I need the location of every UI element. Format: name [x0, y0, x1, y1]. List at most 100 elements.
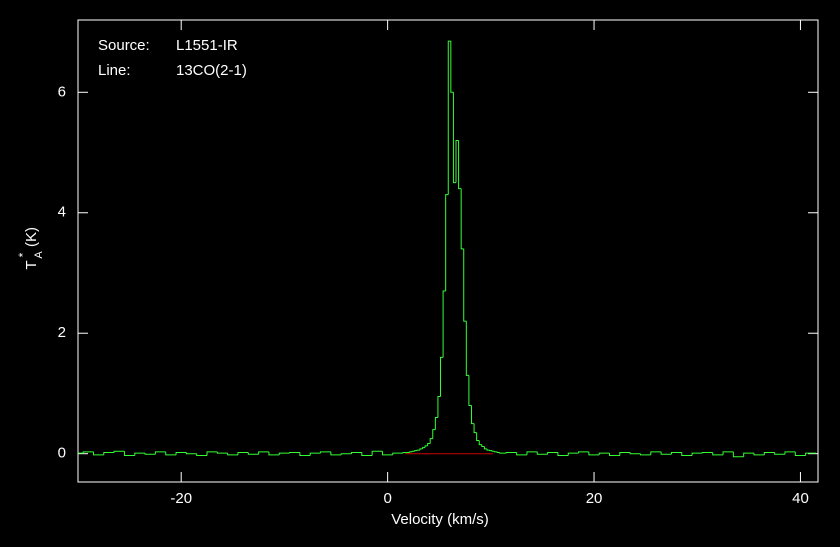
spectrum-channel	[476, 432, 480, 441]
spectrum-channel	[409, 451, 413, 453]
spectrum-channel	[447, 40, 451, 195]
annotation-value: L1551-IR	[176, 37, 238, 54]
spectrum-channel	[712, 452, 724, 456]
spectrum-channel	[442, 290, 446, 358]
spectrum-channel	[392, 452, 404, 455]
y-label-sub: A	[33, 251, 45, 259]
spectrum-channel	[440, 356, 444, 397]
spectrum-channel	[445, 194, 449, 292]
spectrum-channel	[483, 446, 487, 450]
plot-frame	[77, 19, 819, 483]
spectrum-channel	[516, 452, 527, 456]
spectrum-channel	[227, 453, 238, 456]
spectrum-channel	[361, 452, 373, 456]
spectrum-channel	[237, 451, 249, 455]
spectrum-channel	[216, 451, 228, 454]
spectrum-channel	[639, 453, 651, 456]
spectrum-channel	[489, 450, 493, 452]
x-tick-label: -20	[170, 490, 192, 507]
x-axis-label: Velocity (km/s)	[391, 511, 489, 528]
spectrum-channel	[481, 444, 485, 447]
spectrum-channel	[499, 452, 507, 454]
y-label-sup: *	[16, 252, 30, 257]
spectrum-channel	[473, 423, 477, 434]
spectrum-channel	[470, 405, 475, 425]
spectrum-channel	[424, 445, 428, 448]
y-tick-label: 6	[58, 83, 66, 100]
spectrum-channel	[505, 451, 517, 454]
y-tick-label: 2	[58, 324, 66, 341]
y-label-unit: (K)	[23, 227, 40, 247]
spectrum-channel	[429, 438, 433, 444]
spectrum-channel	[437, 395, 441, 418]
spectrum-channel	[650, 451, 662, 455]
spectrum-channel	[763, 451, 775, 455]
y-tick-label: 0	[58, 445, 66, 462]
spectrum-channel	[557, 452, 569, 456]
spectrum-channel	[609, 453, 620, 456]
spectrum-channel	[414, 450, 418, 452]
spectrum-channel	[784, 451, 796, 455]
annotation-value: 13CO(2-1)	[176, 62, 247, 79]
spectrum-channel	[196, 453, 208, 456]
spectrum-channel	[175, 451, 187, 455]
spectrum-channel	[247, 452, 259, 455]
spectrum-channel	[732, 451, 744, 458]
spectrum-channel	[629, 452, 641, 455]
spectrum-channel	[206, 451, 218, 456]
y-axis-label: T * A (K)	[16, 227, 45, 270]
spectrum-channel	[92, 451, 104, 456]
spectrum-channel	[805, 452, 816, 456]
spectrum-channel	[381, 451, 393, 456]
spectrum-channel	[598, 452, 610, 455]
spectrum-channel	[452, 92, 456, 184]
spectrum-channel	[340, 453, 352, 455]
spectrum-channel	[567, 452, 579, 456]
spectrum-channel	[402, 451, 410, 454]
y-tick-label: 4	[58, 204, 66, 221]
spectrum-channel	[450, 41, 454, 93]
spectrum-channel	[419, 448, 423, 451]
y-label-main: T	[23, 260, 40, 269]
spectrum-channel	[463, 248, 467, 322]
spectrum-channel	[411, 450, 415, 452]
spectrum-channel	[278, 452, 290, 455]
spectrum-channel	[588, 451, 600, 456]
spectrum-channel	[774, 452, 785, 455]
spectrum-channel	[427, 442, 431, 446]
spectrum-channel	[478, 440, 482, 446]
spectrum-channel	[421, 447, 426, 449]
x-tick-label: 40	[792, 490, 809, 507]
spectrum-channel	[351, 451, 362, 454]
spectrum-channel	[753, 453, 765, 456]
x-tick-label: 20	[586, 490, 603, 507]
spectrum-channel	[309, 452, 321, 456]
spectrum-channel	[154, 451, 166, 455]
spectrum-channel	[691, 452, 703, 456]
spectrum-channel	[82, 451, 94, 454]
spectrum-channel	[434, 417, 438, 430]
spectrum-channel	[547, 451, 558, 455]
spectrum-channel	[268, 451, 280, 456]
spectrum-channel	[458, 140, 462, 190]
spectrum-channel	[486, 448, 490, 451]
spectrum-channel	[496, 451, 500, 453]
annotation-label: Source:	[98, 37, 150, 54]
spectrum-channel	[670, 451, 682, 455]
spectrum-channel	[134, 452, 146, 456]
spectrum-channel	[619, 451, 631, 456]
spectrum-channel	[536, 451, 548, 455]
spectrum-channel	[123, 451, 135, 456]
spectrum-channel	[455, 139, 459, 183]
x-tick-label: 0	[383, 490, 391, 507]
spectrum-channel	[465, 321, 469, 376]
spectrum-channel	[578, 451, 589, 454]
spectrum-channel	[701, 451, 713, 454]
spectrum-channel	[165, 451, 177, 456]
spectrum-channel	[113, 450, 125, 453]
spectrum-channel	[432, 429, 436, 439]
spectrum-channel	[320, 451, 331, 454]
spectrum-channel	[681, 452, 693, 456]
spectrum-channel	[185, 452, 197, 455]
